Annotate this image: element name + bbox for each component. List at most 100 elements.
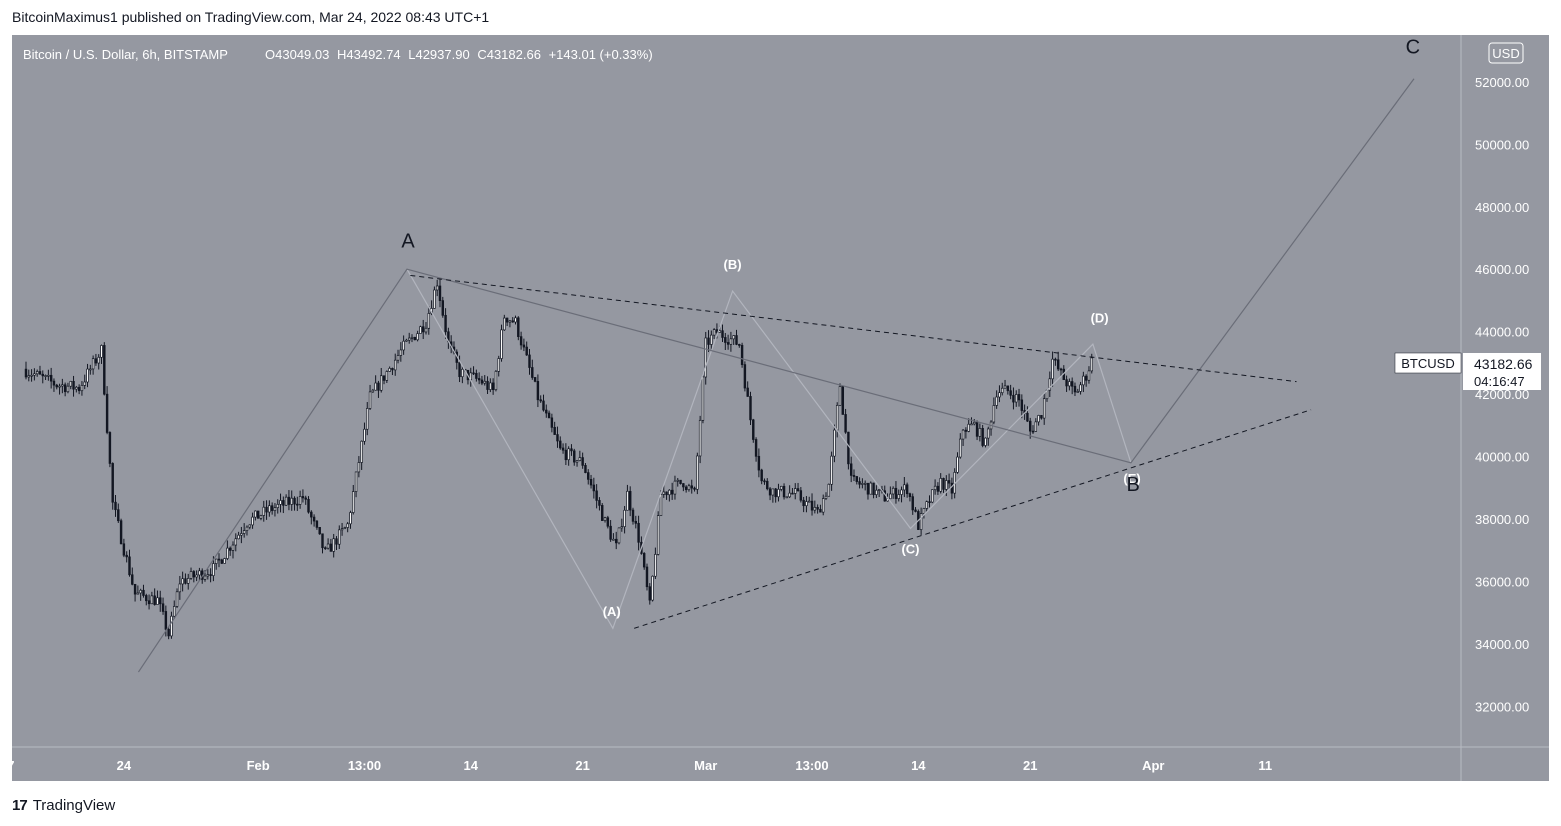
candle-body xyxy=(821,498,825,513)
candle-body xyxy=(690,485,693,489)
candle-body xyxy=(961,429,965,440)
candle-body xyxy=(329,543,333,552)
candle-body xyxy=(150,595,154,605)
candle-body xyxy=(682,483,685,488)
candle-body xyxy=(399,349,403,356)
tradingview-brand: TradingView xyxy=(32,797,116,814)
candle-body xyxy=(89,368,92,371)
candle-body xyxy=(877,489,881,491)
price-tick-label: 48000.00 xyxy=(1475,200,1529,215)
tradingview-footer[interactable]: 17 TradingView xyxy=(12,797,115,814)
candle-body xyxy=(575,460,579,463)
candle-body xyxy=(61,384,64,387)
candle-body xyxy=(290,497,293,505)
candle-body xyxy=(900,489,903,495)
candle-body xyxy=(307,498,310,513)
tradingview-logo-icon: 17 xyxy=(12,797,28,814)
candle-body xyxy=(410,336,414,339)
candle-body xyxy=(318,527,321,535)
candle-body xyxy=(973,421,976,425)
candle-body xyxy=(1034,421,1038,432)
candle-body xyxy=(405,339,408,342)
candle-body xyxy=(240,533,243,536)
candle-body xyxy=(984,437,987,446)
candle-body xyxy=(159,597,162,605)
candle-body xyxy=(63,384,67,393)
candle-body xyxy=(287,496,291,505)
candle-body xyxy=(100,345,103,358)
price-tick-label: 32000.00 xyxy=(1475,699,1529,714)
time-tick-label: 14 xyxy=(464,758,479,773)
price-axis: 32000.00 34000.00 36000.00 38000.00 40000.00… xyxy=(1475,75,1529,715)
candle-body xyxy=(1042,398,1046,419)
candle-body xyxy=(256,510,260,519)
candle-body xyxy=(903,484,906,491)
candle-body xyxy=(738,344,741,346)
legend-close-label: C xyxy=(477,47,486,62)
candle-body xyxy=(293,497,296,505)
currency-button[interactable]: USD xyxy=(1488,42,1524,64)
candle-body xyxy=(298,496,302,505)
candle-body xyxy=(967,423,970,432)
candle-body xyxy=(262,506,265,516)
candle-body xyxy=(785,496,789,499)
candle-body xyxy=(559,440,562,449)
candle-body xyxy=(777,488,780,498)
candle-body xyxy=(189,571,193,579)
candle-body xyxy=(936,485,940,492)
candle-body xyxy=(407,337,411,341)
candle-body xyxy=(119,520,123,545)
candle-body xyxy=(813,506,817,511)
candle-body xyxy=(441,300,445,316)
candle-body xyxy=(701,376,705,421)
candle-body xyxy=(651,575,654,601)
legend-open: 43049.03 xyxy=(275,47,329,62)
candle-body xyxy=(517,317,520,337)
candle-body xyxy=(628,490,632,511)
candle-body xyxy=(939,478,942,492)
candle-body xyxy=(617,527,621,544)
candle-body xyxy=(475,372,478,379)
candle-body xyxy=(346,523,349,528)
candle-body xyxy=(740,344,744,365)
legend-close: 43182.66 xyxy=(487,47,541,62)
candle-body xyxy=(547,412,551,419)
candle-body xyxy=(891,487,895,495)
candle-body xyxy=(1040,415,1043,419)
candle-body xyxy=(1006,385,1010,392)
candle-body xyxy=(433,289,436,309)
candle-body xyxy=(908,493,912,498)
time-tick-label: 13:00 xyxy=(795,758,828,773)
candle-body xyxy=(570,448,573,452)
candle-body xyxy=(343,527,347,530)
candle-body xyxy=(483,380,486,384)
candle-body xyxy=(712,329,716,336)
candle-body xyxy=(578,457,582,461)
legend-symbol: Bitcoin / U.S. Dollar, 6h, BITSTAMP xyxy=(23,47,228,62)
candle-body xyxy=(771,488,775,496)
candle-body xyxy=(774,488,777,498)
candle-body xyxy=(477,378,481,381)
candle-body xyxy=(964,429,968,432)
candle-body xyxy=(704,337,707,378)
candle-body xyxy=(273,507,277,511)
candle-body xyxy=(802,499,805,507)
price-tick-label: 34000.00 xyxy=(1475,637,1529,652)
candle-body xyxy=(875,489,878,496)
candle-body xyxy=(497,358,500,372)
legend-low: 42937.90 xyxy=(415,47,469,62)
candle-body xyxy=(77,386,81,392)
candle-body xyxy=(38,371,42,375)
candle-body xyxy=(533,377,537,382)
candle-body xyxy=(824,495,828,499)
candle-body xyxy=(105,393,109,433)
candle-body xyxy=(47,374,50,377)
candle-body xyxy=(270,505,274,511)
candle-body xyxy=(1059,368,1063,371)
candle-body xyxy=(905,484,909,495)
candle-body xyxy=(357,462,361,473)
candle-body xyxy=(757,455,761,471)
candle-body xyxy=(1070,381,1074,387)
candle-body xyxy=(673,480,677,495)
